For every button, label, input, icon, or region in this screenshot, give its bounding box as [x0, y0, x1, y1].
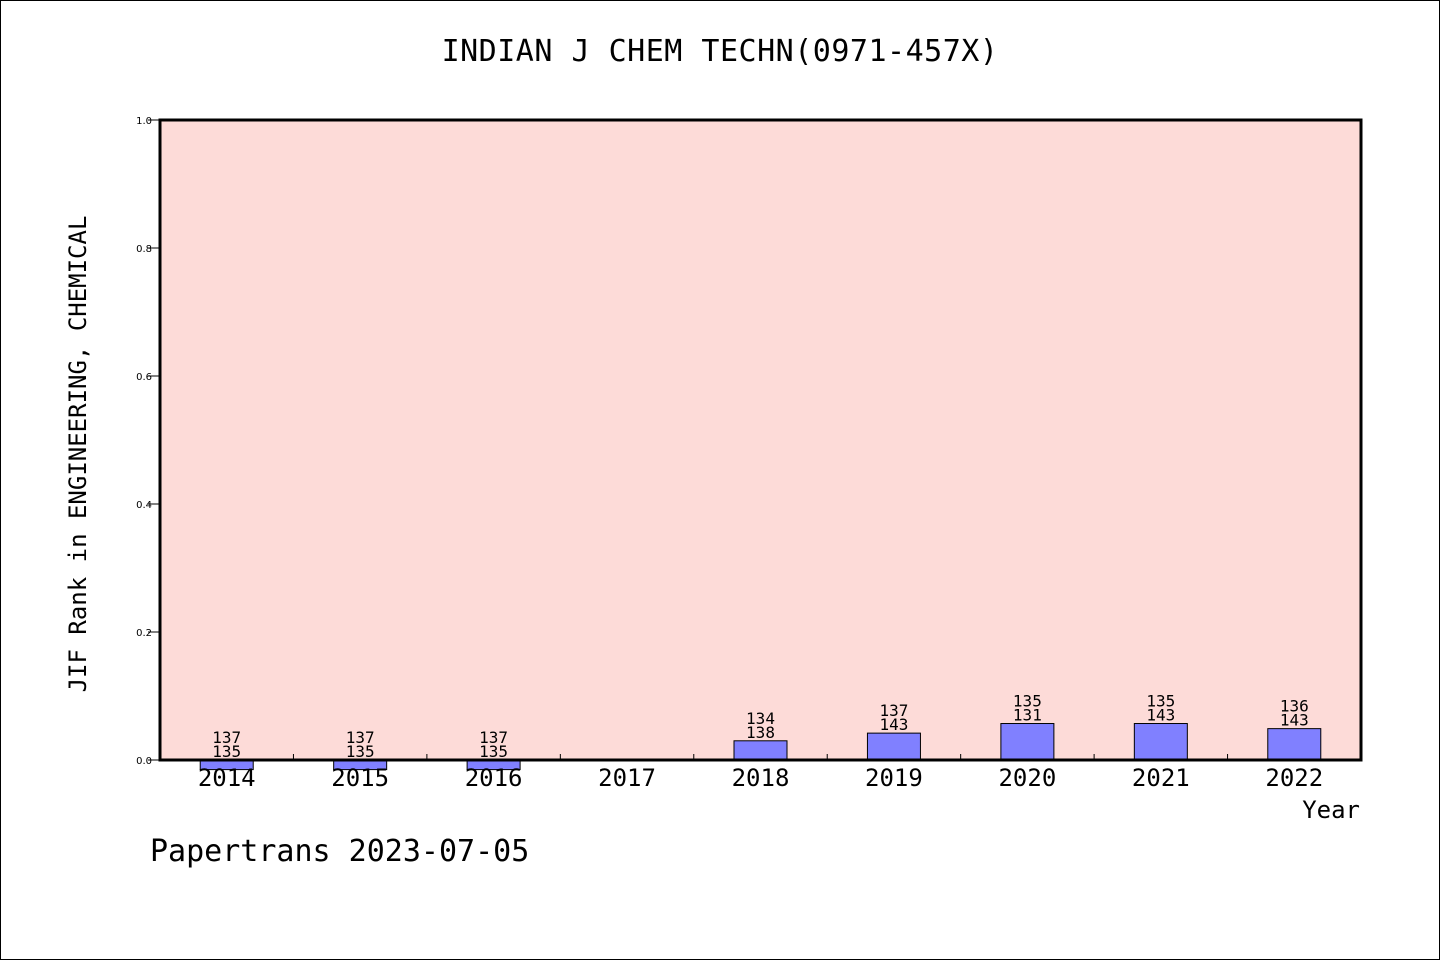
- bar-label-top: 135: [1146, 692, 1175, 711]
- bar: [733, 740, 788, 761]
- bar-label-bottom: 143: [1146, 706, 1175, 725]
- bar-label-top: 137: [346, 728, 375, 747]
- bar: [1000, 723, 1055, 761]
- bar-label-top: 137: [879, 701, 908, 720]
- x-tick-label: 2018: [732, 764, 790, 792]
- chart-title: INDIAN J CHEM TECHN(0971-457X): [441, 34, 999, 69]
- bar: [866, 732, 921, 761]
- y-tick-label: 0.2: [136, 628, 152, 639]
- x-tick-label: 2022: [1265, 764, 1323, 792]
- x-tick-label: 2016: [465, 764, 523, 792]
- x-tick-label: 2019: [865, 764, 923, 792]
- x-axis-label: Year: [1302, 796, 1360, 824]
- y-tick-label: 0.4: [136, 500, 152, 511]
- x-tick-label: 2021: [1132, 764, 1190, 792]
- bar-label-bottom: 135: [346, 742, 375, 761]
- bar-label-bottom: 143: [1280, 711, 1309, 730]
- x-tick-label: 2017: [598, 764, 656, 792]
- bar-label-bottom: 143: [879, 715, 908, 734]
- bar-label-bottom: 135: [212, 742, 241, 761]
- bar: [1133, 723, 1188, 761]
- bar-label-top: 134: [746, 709, 775, 728]
- bar-label-bottom: 135: [479, 742, 508, 761]
- bar-label-top: 137: [212, 728, 241, 747]
- bar-label-top: 135: [1013, 692, 1042, 711]
- y-tick-label: 0.6: [136, 372, 152, 383]
- x-tick-label: 2014: [198, 764, 256, 792]
- footer-credit: Papertrans 2023-07-05: [150, 834, 530, 869]
- plot-border: [158, 118, 1363, 762]
- bar-label-top: 137: [479, 728, 508, 747]
- bar-label-bottom: 138: [746, 723, 775, 742]
- bar-label-bottom: 131: [1013, 706, 1042, 725]
- x-tick-label: 2020: [998, 764, 1056, 792]
- y-tick-label: 0.8: [136, 244, 152, 255]
- plot-area: [160, 120, 1361, 760]
- x-tick-label: 2015: [331, 764, 389, 792]
- y-tick-label: 0.0: [136, 756, 152, 767]
- bar-label-top: 136: [1280, 697, 1309, 716]
- bar: [1267, 728, 1322, 761]
- y-tick-label: 1.0: [136, 116, 152, 127]
